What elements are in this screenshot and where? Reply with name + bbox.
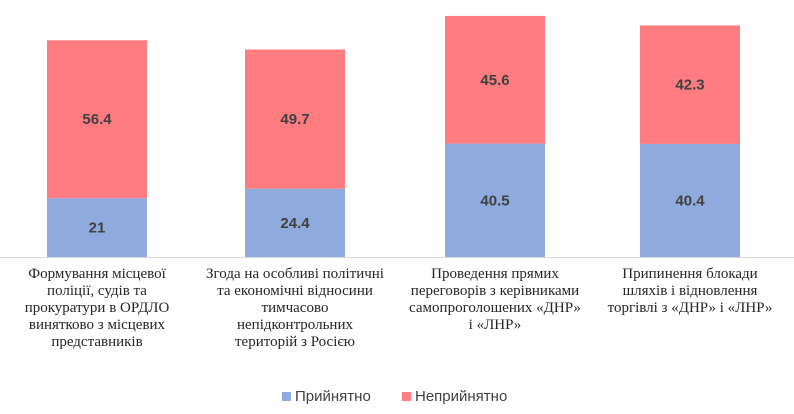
data-label-acceptable-3: 40.5 bbox=[480, 192, 509, 209]
bar-segment-unacceptable-4 bbox=[640, 25, 740, 144]
category-labels-group: Формування місцевої поліції, судів та прок… bbox=[25, 266, 773, 350]
bar-segment-acceptable-1 bbox=[47, 198, 147, 257]
bar-segment-unacceptable-3 bbox=[445, 15, 545, 144]
legend-swatch-acceptable bbox=[282, 392, 291, 401]
data-label-acceptable-1: 21 bbox=[89, 220, 106, 237]
bar-segment-acceptable-2 bbox=[245, 188, 345, 257]
data-label-unacceptable-4: 42.3 bbox=[675, 77, 704, 94]
legend-label-acceptable: Прийнятно bbox=[295, 388, 371, 405]
legend-swatch-unacceptable bbox=[402, 392, 411, 401]
bars-group bbox=[47, 15, 740, 257]
data-label-unacceptable-2: 49.7 bbox=[280, 111, 309, 128]
data-label-acceptable-4: 40.4 bbox=[675, 192, 705, 209]
legend: Прийнятно Неприйнятно bbox=[282, 388, 507, 405]
category-label-1: Формування місцевої поліції, судів та прок… bbox=[25, 266, 170, 350]
value-labels-group: 21 56.4 24.4 49.7 40.5 45.6 40.4 42.3 bbox=[82, 72, 705, 237]
category-label-2: Згода на особливі політичні та економічні… bbox=[206, 266, 384, 350]
bar-segment-acceptable-4 bbox=[640, 143, 740, 257]
category-label-4: Припинення блокади шляхів і відновлення то… bbox=[608, 266, 773, 316]
bar-segment-unacceptable-1 bbox=[47, 40, 147, 199]
data-label-unacceptable-3: 45.6 bbox=[480, 72, 509, 89]
bar-segment-unacceptable-2 bbox=[245, 49, 345, 189]
data-label-unacceptable-1: 56.4 bbox=[82, 111, 112, 128]
data-label-acceptable-2: 24.4 bbox=[280, 215, 310, 232]
bar-segment-acceptable-3 bbox=[445, 143, 545, 257]
legend-label-unacceptable: Неприйнятно bbox=[415, 388, 507, 405]
category-label-3: Проведення прямих переговорів з керівника… bbox=[409, 266, 581, 333]
